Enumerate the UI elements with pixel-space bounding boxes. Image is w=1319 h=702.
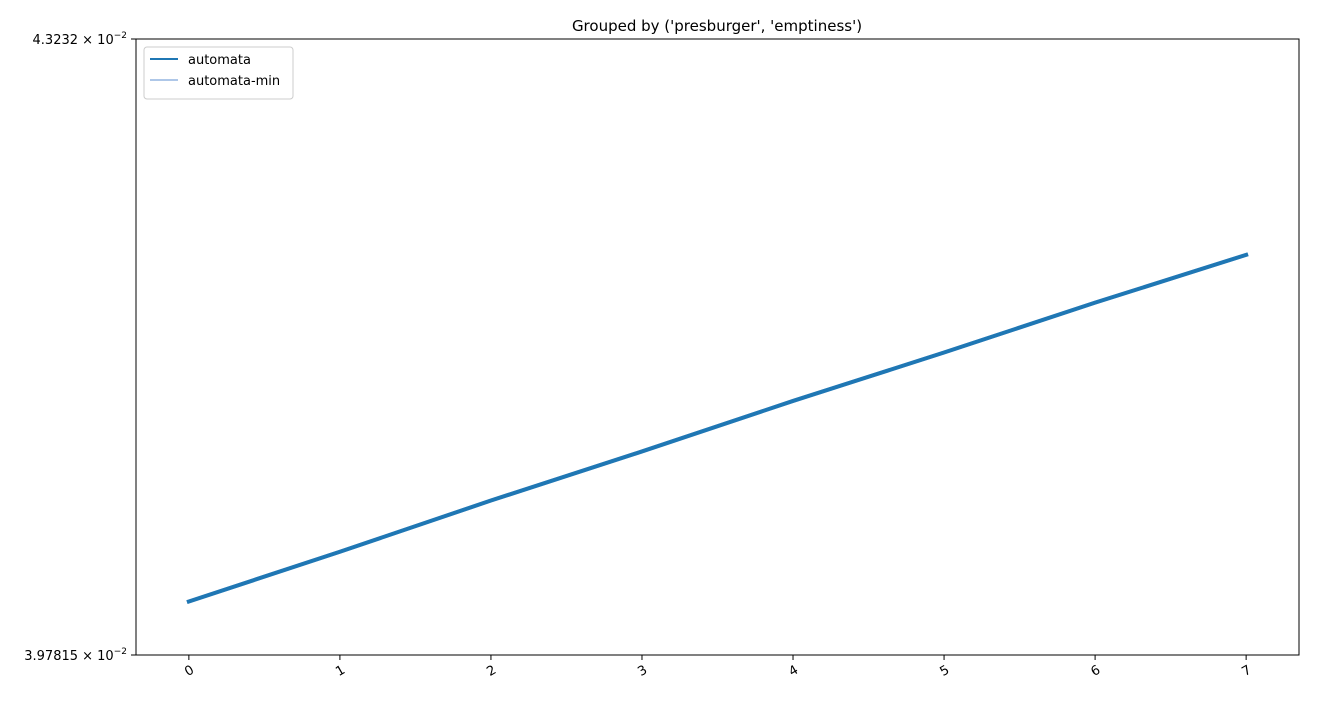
x-tick-label: 4 bbox=[786, 663, 801, 680]
legend-label: automata bbox=[188, 53, 251, 68]
y-tick-label: 4.3232 × 10−2 bbox=[33, 31, 127, 48]
x-tick-label: 6 bbox=[1089, 663, 1104, 680]
plot-frame bbox=[135, 38, 1300, 656]
x-tick-label: 3 bbox=[635, 663, 650, 680]
x-tick-label: 0 bbox=[182, 663, 197, 680]
legend: automata automata-min bbox=[143, 46, 294, 100]
y-axis: 4.3232 × 10−2 3.97815 × 10−2 bbox=[24, 31, 136, 664]
plot-area bbox=[136, 39, 1299, 655]
series-layer bbox=[186, 252, 1249, 605]
legend-box bbox=[143, 46, 294, 100]
x-tick-label: 2 bbox=[484, 663, 499, 680]
x-tick-label: 5 bbox=[937, 663, 952, 680]
x-axis: 0 1 2 3 4 5 6 7 bbox=[182, 655, 1254, 680]
legend-label: automata-min bbox=[188, 74, 280, 89]
x-tick-label: 1 bbox=[333, 663, 348, 680]
chart-title: Grouped by ('presburger', 'emptiness') bbox=[572, 17, 862, 35]
x-tick-label: 7 bbox=[1240, 663, 1255, 680]
y-tick-label: 3.97815 × 10−2 bbox=[24, 647, 127, 664]
series-line-automata bbox=[186, 252, 1249, 605]
